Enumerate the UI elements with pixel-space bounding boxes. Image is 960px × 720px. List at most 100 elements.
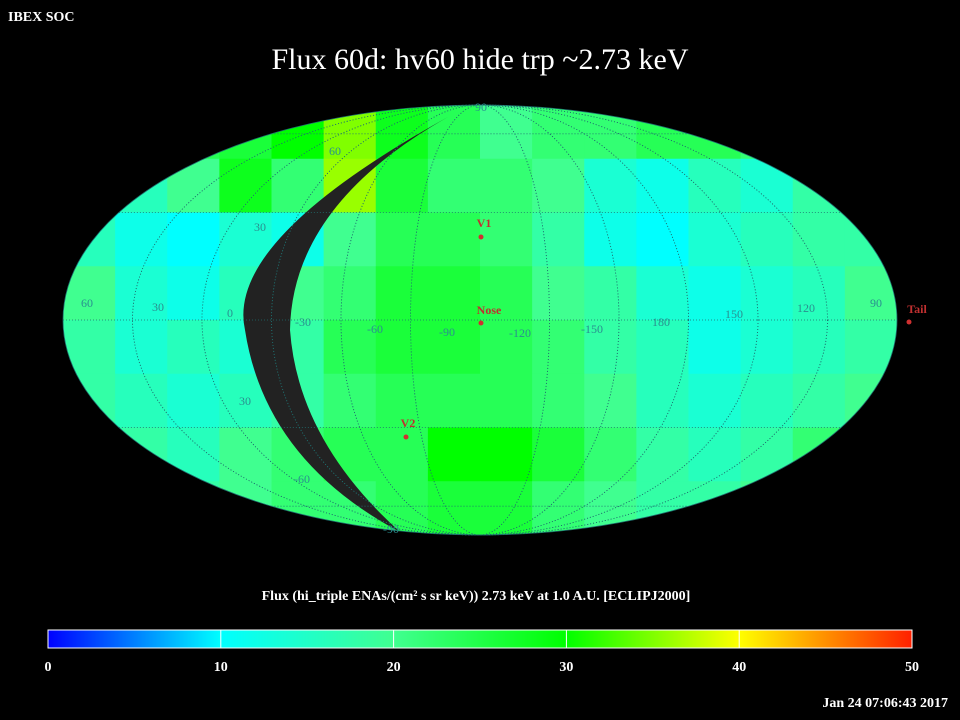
flux-cell [584,427,637,482]
colorbar-tick-label: 40 [732,660,746,675]
flux-cell [844,105,897,160]
flux-cell [167,158,220,213]
grid-label: 30 [152,300,164,314]
flux-cell [167,266,220,321]
flux-cell [688,373,742,428]
grid-label: -90 [439,325,455,339]
flux-cell [375,320,429,375]
flux-cell [375,427,429,482]
flux-cell [740,373,794,428]
grid-label: 60 [81,296,93,310]
grid-label: 60 [329,144,341,158]
colorbar [47,629,913,649]
flux-cell [375,212,429,267]
flux-cell [167,373,220,428]
flux-cell [792,320,846,375]
flux-cell [636,427,689,482]
flux-cell [375,105,429,160]
flux-cell [688,158,742,213]
flux-cell [636,158,689,213]
flux-cell [792,212,846,267]
flux-cell [480,105,533,160]
flux-cell [792,373,846,428]
flux-cell [427,105,481,160]
flux-cell [480,320,533,375]
flux-cell [844,373,897,428]
grid-label: 30 [254,220,266,234]
flux-cell [375,158,429,213]
flux-cell [115,427,168,482]
flux-cell [115,105,168,160]
flux-cell [323,212,377,267]
flux-cell [115,266,168,321]
flux-cell [115,320,168,375]
flux-cell [688,105,742,160]
flux-cell [532,266,585,321]
flux-cell [375,266,429,321]
flux-cell [63,481,116,535]
flux-cell [480,481,533,535]
colorbar-tick-label: 10 [214,660,228,675]
flux-cell [427,427,481,482]
flux-cell [63,373,116,428]
flux-cell [63,212,116,267]
flux-cell [792,105,846,160]
timestamp: Jan 24 07:06:43 2017 [822,696,948,711]
flux-cell [844,158,897,213]
colorbar-tick-label: 20 [387,660,401,675]
grid-label: 0 [227,306,233,320]
flux-cell [219,481,272,535]
exclusion-crescent [243,117,448,532]
flux-cell [532,320,585,375]
flux-cell [532,481,585,535]
flux-cell [636,373,689,428]
grid-label: 150 [725,307,743,321]
grid-label: -60 [294,472,310,486]
flux-cell [115,481,168,535]
flux-cell [532,212,585,267]
flux-cell [584,158,637,213]
flux-cell [167,105,220,160]
flux-cell [740,481,794,535]
flux-cell [427,320,481,375]
flux-cell [219,427,272,482]
grid-label: -120 [509,326,531,340]
flux-cell [688,427,742,482]
flux-cell [740,320,794,375]
flux-cell [480,427,533,482]
flux-cell [115,158,168,213]
flux-cell [792,158,846,213]
marker-dot [478,234,484,240]
colorbar-tick-label: 30 [559,660,573,675]
flux-cell [584,320,637,375]
flux-cell [636,266,689,321]
flux-cell [271,158,325,213]
flux-cell [688,320,742,375]
flux-cell [740,158,794,213]
flux-cell [688,212,742,267]
grid-label: -90 [383,522,399,536]
flux-cell [63,266,116,321]
grid-label: -150 [581,322,603,336]
flux-cell [480,266,533,321]
flux-cell [584,373,637,428]
marker-dot [478,320,484,326]
flux-cell [480,158,533,213]
marker-label: V1 [477,216,492,230]
flux-cell [323,373,377,428]
flux-cell [63,320,116,375]
meridian [271,104,689,536]
flux-cell [427,158,481,213]
grid-label: 90 [475,100,487,114]
flux-cell [792,427,846,482]
marker-label: Tail [907,302,927,316]
title: Flux 60d: hv60 hide trp ~2.73 keV [271,43,688,76]
flux-cell [532,427,585,482]
flux-cell [167,481,220,535]
marker-dot [403,434,409,440]
grid-label: 90 [870,296,882,310]
flux-cell [740,212,794,267]
flux-cell [219,158,272,213]
grid-label: 120 [797,301,815,315]
flux-cell [792,481,846,535]
